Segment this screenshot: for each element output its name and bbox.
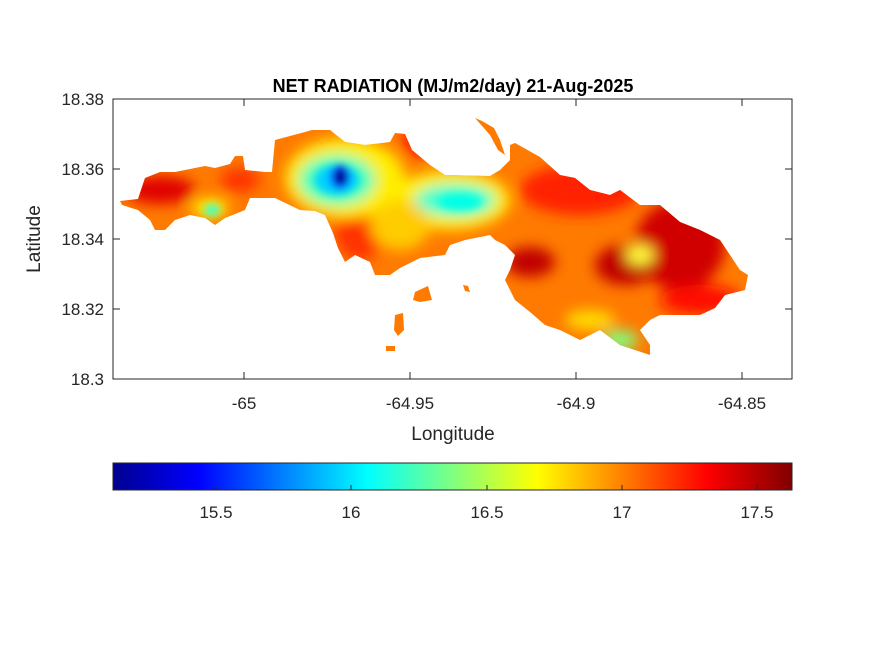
x-tick-label: -64.9 bbox=[557, 394, 596, 413]
x-tick-label: -64.95 bbox=[386, 394, 434, 413]
y-tick-label: 18.38 bbox=[61, 90, 104, 109]
colorbar-tick-label: 17 bbox=[613, 503, 632, 522]
y-tick-label: 18.34 bbox=[61, 230, 104, 249]
minimum-spot bbox=[335, 169, 347, 185]
colorbar bbox=[112, 462, 793, 491]
y-tick-label: 18.32 bbox=[61, 300, 104, 319]
y-tick-label: 18.36 bbox=[61, 160, 104, 179]
x-tick-label: -65 bbox=[232, 394, 257, 413]
x-tick-label: -64.85 bbox=[718, 394, 766, 413]
axis-ticks bbox=[113, 99, 792, 379]
colorbar-tick-label: 16 bbox=[342, 503, 361, 522]
colorbar-tick-label: 16.5 bbox=[470, 503, 503, 522]
y-tick-label: 18.3 bbox=[71, 370, 104, 389]
y-axis-label: Latitude bbox=[24, 205, 45, 273]
x-axis-label: Longitude bbox=[411, 424, 494, 445]
colorbar-ticks bbox=[215, 485, 758, 490]
colorbar-tick-label: 17.5 bbox=[740, 503, 773, 522]
colorbar-tick-label: 15.5 bbox=[199, 503, 232, 522]
chart-title: NET RADIATION (MJ/m2/day) 21-Aug-2025 bbox=[273, 76, 634, 96]
